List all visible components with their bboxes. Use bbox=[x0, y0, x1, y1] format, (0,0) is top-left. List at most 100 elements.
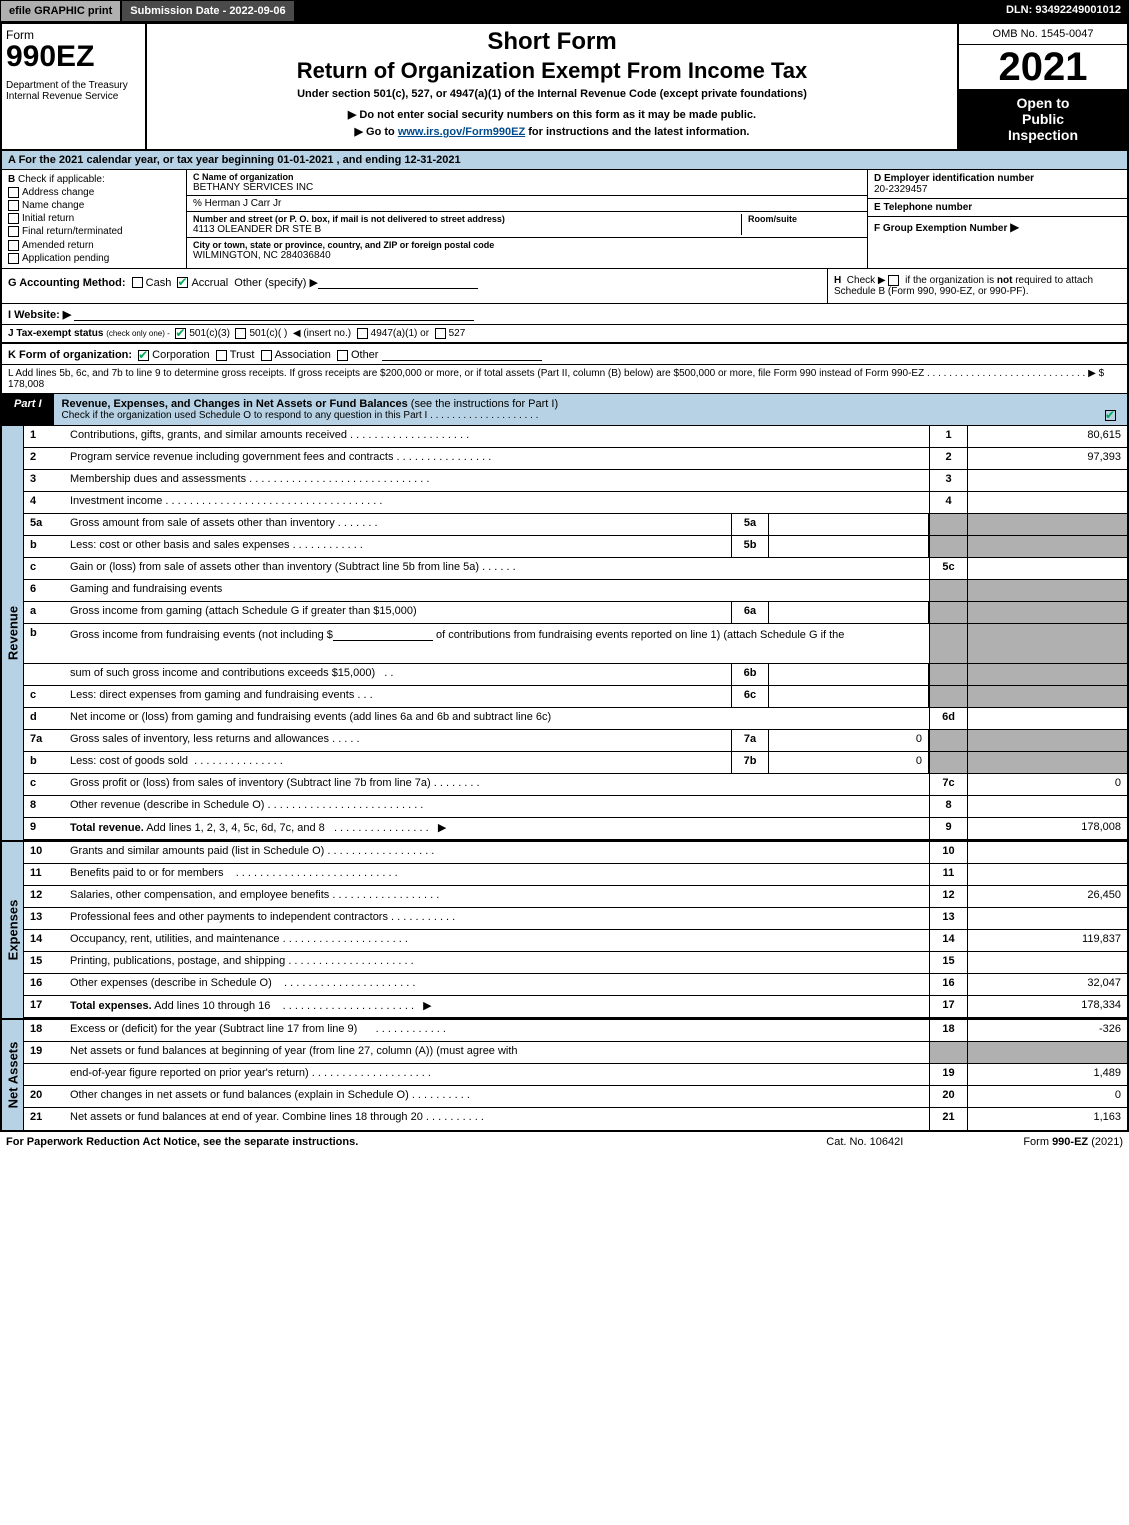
section-b: B Check if applicable: Address change Na… bbox=[2, 170, 187, 268]
row-h: H Check ▶ if the organization is not req… bbox=[827, 269, 1127, 303]
line-16: 16Other expenses (describe in Schedule O… bbox=[24, 974, 1127, 996]
chk-association[interactable] bbox=[261, 350, 272, 361]
e-label: E Telephone number bbox=[874, 202, 1121, 213]
k-o1: Corporation bbox=[152, 349, 209, 361]
c-org-name-row: C Name of organization BETHANY SERVICES … bbox=[187, 170, 867, 196]
d-label: D Employer identification number bbox=[874, 173, 1121, 184]
page-footer: For Paperwork Reduction Act Notice, see … bbox=[0, 1132, 1129, 1152]
line-19a: 19Net assets or fund balances at beginni… bbox=[24, 1042, 1127, 1064]
line-6a: aGross income from gaming (attach Schedu… bbox=[24, 602, 1127, 624]
line-9-value: 178,008 bbox=[967, 818, 1127, 839]
efile-print-button[interactable]: efile GRAPHIC print bbox=[0, 0, 121, 22]
j-o2: 501(c)( ) bbox=[249, 328, 287, 339]
part1-title-sub: (see the instructions for Part I) bbox=[411, 398, 558, 410]
k-other-input[interactable] bbox=[382, 347, 542, 361]
expenses-vlabel: Expenses bbox=[2, 842, 24, 1018]
line-9: 9Total revenue. Add lines 1, 2, 3, 4, 5c… bbox=[24, 818, 1127, 840]
website-input[interactable] bbox=[74, 307, 474, 321]
line-11-value bbox=[967, 864, 1127, 885]
g-other-input[interactable] bbox=[318, 275, 478, 289]
line-12-value: 26,450 bbox=[967, 886, 1127, 907]
chk-final-return[interactable]: Final return/terminated bbox=[8, 226, 180, 237]
l-text: L Add lines 5b, 6c, and 7b to line 9 to … bbox=[8, 368, 1104, 379]
row-l-gross-receipts: L Add lines 5b, 6c, and 7b to line 9 to … bbox=[2, 365, 1127, 394]
inspection-box: Open to Public Inspection bbox=[959, 89, 1127, 149]
form-subtitle-3: ▶ Go to www.irs.gov/Form990EZ for instru… bbox=[151, 125, 953, 138]
org-name: BETHANY SERVICES INC bbox=[193, 182, 861, 193]
omb-number: OMB No. 1545-0047 bbox=[959, 24, 1127, 45]
chk-4947[interactable] bbox=[357, 328, 368, 339]
revenue-section: Revenue 1Contributions, gifts, grants, a… bbox=[2, 426, 1127, 840]
line-13-value bbox=[967, 908, 1127, 929]
line-5b: bLess: cost or other basis and sales exp… bbox=[24, 536, 1127, 558]
room-label: Room/suite bbox=[748, 214, 861, 224]
line-2-value: 97,393 bbox=[967, 448, 1127, 469]
line-6d-value bbox=[967, 708, 1127, 729]
chk-name-change[interactable]: Name change bbox=[8, 200, 180, 211]
form-subtitle-2: ▶ Do not enter social security numbers o… bbox=[151, 108, 953, 121]
chk-schedule-o-part1[interactable] bbox=[1105, 410, 1116, 421]
line-4-value bbox=[967, 492, 1127, 513]
line-6b-value bbox=[769, 664, 929, 685]
chk-501c[interactable] bbox=[235, 328, 246, 339]
line-8-value bbox=[967, 796, 1127, 817]
dln-label: DLN: 93492249001012 bbox=[998, 0, 1129, 22]
line-16-value: 32,047 bbox=[967, 974, 1127, 995]
c-care-of-row: % Herman J Carr Jr bbox=[187, 196, 867, 212]
line-6b: bGross income from fundraising events (n… bbox=[24, 624, 1127, 664]
chk-527[interactable] bbox=[435, 328, 446, 339]
l-amount: 178,008 bbox=[8, 379, 44, 390]
chk-schedule-b[interactable] bbox=[888, 275, 899, 286]
form-header: Form 990EZ Department of the Treasury In… bbox=[2, 24, 1127, 151]
footer-catno: Cat. No. 10642I bbox=[826, 1136, 903, 1148]
j-o3: 4947(a)(1) or bbox=[371, 328, 429, 339]
section-d: D Employer identification number 20-2329… bbox=[867, 170, 1127, 268]
header-middle: Short Form Return of Organization Exempt… bbox=[147, 24, 957, 149]
chk-trust[interactable] bbox=[216, 350, 227, 361]
line-6b-cont: sum of such gross income and contributio… bbox=[24, 664, 1127, 686]
part1-check-note: Check if the organization used Schedule … bbox=[62, 410, 539, 421]
f-arrow-icon: ▶ bbox=[1010, 220, 1019, 234]
chk-cash[interactable] bbox=[132, 277, 143, 288]
line-3: 3Membership dues and assessments . . . .… bbox=[24, 470, 1127, 492]
chk-application-pending[interactable]: Application pending bbox=[8, 253, 180, 264]
irs-link[interactable]: www.irs.gov/Form990EZ bbox=[398, 126, 525, 138]
chk-address-change[interactable]: Address change bbox=[8, 187, 180, 198]
inspect-line1: Open to bbox=[965, 95, 1121, 111]
form-number: 990EZ bbox=[6, 42, 141, 72]
line-20-value: 0 bbox=[967, 1086, 1127, 1107]
b-label: B bbox=[8, 174, 15, 185]
line-21: 21Net assets or fund balances at end of … bbox=[24, 1108, 1127, 1130]
f-group-exempt-row: F Group Exemption Number ▶ bbox=[868, 217, 1127, 268]
form-subtitle-1: Under section 501(c), 527, or 4947(a)(1)… bbox=[151, 88, 953, 100]
chk-initial-return[interactable]: Initial return bbox=[8, 213, 180, 224]
ein-value: 20-2329457 bbox=[874, 184, 1121, 195]
line-5c: cGain or (loss) from sale of assets othe… bbox=[24, 558, 1127, 580]
chk-501c3[interactable] bbox=[175, 328, 186, 339]
row-a-tax-year: A For the 2021 calendar year, or tax yea… bbox=[2, 151, 1127, 170]
j-o4: 527 bbox=[449, 328, 466, 339]
k-o3: Association bbox=[275, 349, 331, 361]
row-g: G Accounting Method: Cash Accrual Other … bbox=[2, 269, 827, 303]
chk-amended-return[interactable]: Amended return bbox=[8, 240, 180, 251]
c-label: C Name of organization bbox=[193, 172, 861, 182]
line-6c-value bbox=[769, 686, 929, 707]
f-label: F Group Exemption Number bbox=[874, 223, 1007, 234]
form-container: Form 990EZ Department of the Treasury In… bbox=[0, 22, 1129, 1132]
line-6b-contrib-input[interactable] bbox=[333, 627, 433, 641]
line-5b-value bbox=[769, 536, 929, 557]
chk-corporation[interactable] bbox=[138, 350, 149, 361]
chk-other-org[interactable] bbox=[337, 350, 348, 361]
line-13: 13Professional fees and other payments t… bbox=[24, 908, 1127, 930]
sub3-post: for instructions and the latest informat… bbox=[525, 126, 749, 138]
part-1-title: Revenue, Expenses, and Changes in Net As… bbox=[54, 394, 1127, 425]
line-17-value: 178,334 bbox=[967, 996, 1127, 1017]
line-10-value bbox=[967, 842, 1127, 863]
net-assets-section: Net Assets 18Excess or (deficit) for the… bbox=[2, 1018, 1127, 1130]
line-7b: bLess: cost of goods sold . . . . . . . … bbox=[24, 752, 1127, 774]
city-label: City or town, state or province, country… bbox=[193, 240, 861, 250]
form-title-1: Short Form bbox=[151, 28, 953, 56]
chk-accrual[interactable] bbox=[177, 277, 188, 288]
k-o4: Other bbox=[351, 349, 379, 361]
line-5a: 5aGross amount from sale of assets other… bbox=[24, 514, 1127, 536]
